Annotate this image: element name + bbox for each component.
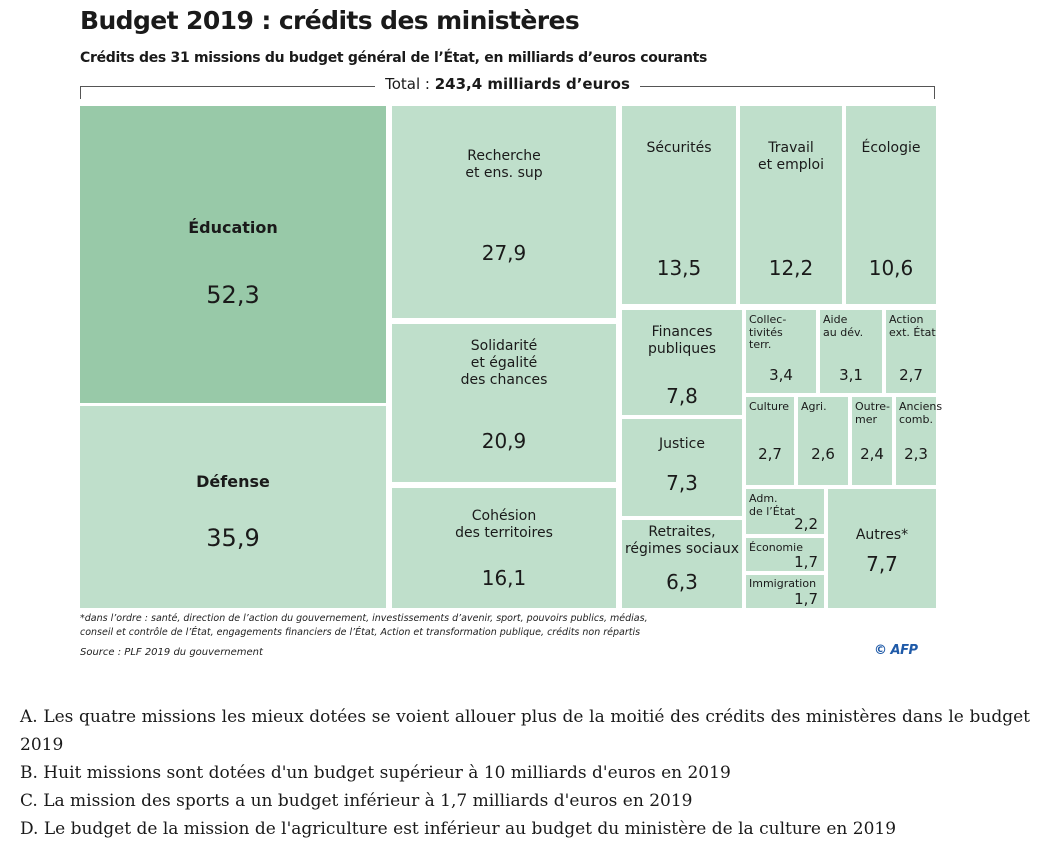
treemap-cell-travail-et-emploi: Travail et emploi 12,2 bbox=[740, 106, 842, 304]
cell-label-ecologie: Écologie bbox=[861, 140, 921, 156]
treemap-cell-economie: Économie 1,7 bbox=[746, 538, 824, 571]
source-note: Source : PLF 2019 du gouvernement bbox=[80, 647, 263, 658]
cell-value-action-ext-etat: 2,7 bbox=[899, 366, 923, 384]
cell-value-agri: 2,6 bbox=[811, 445, 835, 463]
cell-label-autres: Autres* bbox=[855, 527, 909, 543]
cell-value-cohesion-des-territoires: 16,1 bbox=[481, 566, 527, 590]
cell-value-travail-et-emploi: 12,2 bbox=[768, 256, 814, 280]
cell-value-securites: 13,5 bbox=[656, 256, 702, 280]
footnote: *dans l’ordre : santé, direction de l’ac… bbox=[80, 613, 648, 638]
treemap-cell-immigration: Immigration 1,7 bbox=[746, 575, 824, 608]
cell-label-immigration: Immigration bbox=[749, 577, 817, 590]
treemap-cell-education: Éducation 52,3 bbox=[80, 106, 386, 403]
total-label: Total : 243,4 milliards d’euros bbox=[80, 74, 935, 93]
cell-value-anciens-comb: 2,3 bbox=[904, 445, 928, 463]
cell-label-cohesion-des-territoires: Cohésion des territoires bbox=[455, 508, 553, 541]
total-bracket: Total : 243,4 milliards d’euros bbox=[80, 72, 935, 100]
cell-label-finances-publiques: Finances publiques bbox=[647, 324, 717, 357]
total-prefix: Total : bbox=[385, 75, 430, 93]
cell-value-finances-publiques: 7,8 bbox=[666, 384, 698, 408]
treemap-cell-finances-publiques: Finances publiques 7,8 bbox=[622, 310, 742, 415]
option-b: B. Huit missions sont dotées d'un budget… bbox=[20, 763, 731, 783]
cell-label-action-ext-etat: Action ext. État bbox=[889, 313, 936, 339]
cell-label-solidarite-et-egalite-des-chances: Solidarité et égalité des chances bbox=[460, 338, 548, 388]
total-value: 243,4 milliards d’euros bbox=[434, 75, 630, 93]
cell-label-education: Éducation bbox=[188, 218, 278, 237]
treemap-cell-retraites-regimes-sociaux: Retraites, régimes sociaux 6,3 bbox=[622, 520, 742, 608]
treemap-cell-justice: Justice 7,3 bbox=[622, 419, 742, 516]
option-a: A. Les quatre missions les mieux dotées … bbox=[20, 707, 1030, 755]
option-d: D. Le budget de la mission de l'agricult… bbox=[20, 819, 897, 839]
treemap-cell-aide-au-dev: Aide au dév. 3,1 bbox=[820, 310, 882, 393]
treemap-cell-outre-mer: Outre-mer 2,4 bbox=[852, 397, 892, 485]
afp-logo: © AFP bbox=[874, 643, 918, 658]
cell-value-outre-mer: 2,4 bbox=[860, 445, 884, 463]
treemap-cell-collec-tivites-terr: Collec-tivités terr. 3,4 bbox=[746, 310, 816, 393]
option-c: C. La mission des sports a un budget inf… bbox=[20, 791, 693, 811]
cell-label-recherche-et-ens-sup: Recherche et ens. sup bbox=[465, 148, 543, 181]
cell-value-aide-au-dev: 3,1 bbox=[839, 366, 863, 384]
treemap-cell-culture: Culture 2,7 bbox=[746, 397, 794, 485]
treemap: Éducation 52,3 Défense 35,9 Recherche et ens.… bbox=[80, 106, 943, 608]
cell-value-collec-tivites-terr: 3,4 bbox=[769, 366, 793, 384]
cell-value-justice: 7,3 bbox=[666, 471, 698, 495]
answer-options: A. Les quatre missions les mieux dotées … bbox=[20, 703, 1030, 843]
treemap-cell-anciens-comb: Anciens comb. 2,3 bbox=[896, 397, 943, 485]
cell-value-autres: 7,7 bbox=[866, 552, 898, 576]
cell-label-economie: Économie bbox=[749, 541, 803, 554]
chart-title: Budget 2019 : crédits des ministères bbox=[80, 6, 580, 35]
cell-label-agri: Agri. bbox=[801, 400, 827, 413]
cell-label-culture: Culture bbox=[749, 400, 790, 413]
treemap-cell-action-ext-etat: Action ext. État 2,7 bbox=[886, 310, 936, 393]
cell-label-aide-au-dev: Aide au dév. bbox=[823, 313, 864, 339]
cell-label-defense: Défense bbox=[196, 472, 270, 491]
treemap-cell-cohesion-des-territoires: Cohésion des territoires 16,1 bbox=[392, 488, 616, 608]
afp-credit: © AFP bbox=[874, 643, 918, 658]
cell-value-immigration: 1,7 bbox=[794, 590, 818, 608]
cell-label-justice: Justice bbox=[659, 436, 705, 452]
treemap-cell-solidarite-et-egalite-des-chances: Solidarité et égalité des chances 20,9 bbox=[392, 324, 616, 482]
cell-label-outre-mer: Outre-mer bbox=[855, 400, 890, 426]
cell-label-collec-tivites-terr: Collec-tivités terr. bbox=[749, 313, 787, 352]
cell-value-economie: 1,7 bbox=[794, 553, 818, 571]
cell-value-culture: 2,7 bbox=[758, 445, 782, 463]
cell-value-solidarite-et-egalite-des-chances: 20,9 bbox=[481, 429, 527, 453]
treemap-cell-adm-de-l-etat: Adm. de l’État 2,2 bbox=[746, 489, 824, 534]
cell-value-defense: 35,9 bbox=[206, 524, 260, 552]
cell-value-adm-de-l-etat: 2,2 bbox=[794, 515, 818, 533]
cell-value-ecologie: 10,6 bbox=[868, 256, 914, 280]
chart-subtitle: Crédits des 31 missions du budget généra… bbox=[80, 50, 708, 66]
cell-value-recherche-et-ens-sup: 27,9 bbox=[481, 241, 527, 265]
treemap-cell-autres: Autres* 7,7 bbox=[828, 489, 936, 608]
treemap-cell-defense: Défense 35,9 bbox=[80, 406, 386, 608]
cell-value-retraites-regimes-sociaux: 6,3 bbox=[666, 570, 698, 594]
treemap-cell-ecologie: Écologie 10,6 bbox=[846, 106, 936, 304]
cell-label-anciens-comb: Anciens comb. bbox=[899, 400, 943, 426]
treemap-cell-securites: Sécurités 13,5 bbox=[622, 106, 736, 304]
cell-label-retraites-regimes-sociaux: Retraites, régimes sociaux bbox=[624, 524, 740, 557]
cell-label-adm-de-l-etat: Adm. de l’État bbox=[749, 492, 796, 518]
cell-label-travail-et-emploi: Travail et emploi bbox=[757, 140, 825, 173]
treemap-cell-recherche-et-ens-sup: Recherche et ens. sup 27,9 bbox=[392, 106, 616, 318]
cell-value-education: 52,3 bbox=[206, 281, 260, 309]
cell-label-securites: Sécurités bbox=[646, 140, 712, 156]
treemap-cell-agri: Agri. 2,6 bbox=[798, 397, 848, 485]
